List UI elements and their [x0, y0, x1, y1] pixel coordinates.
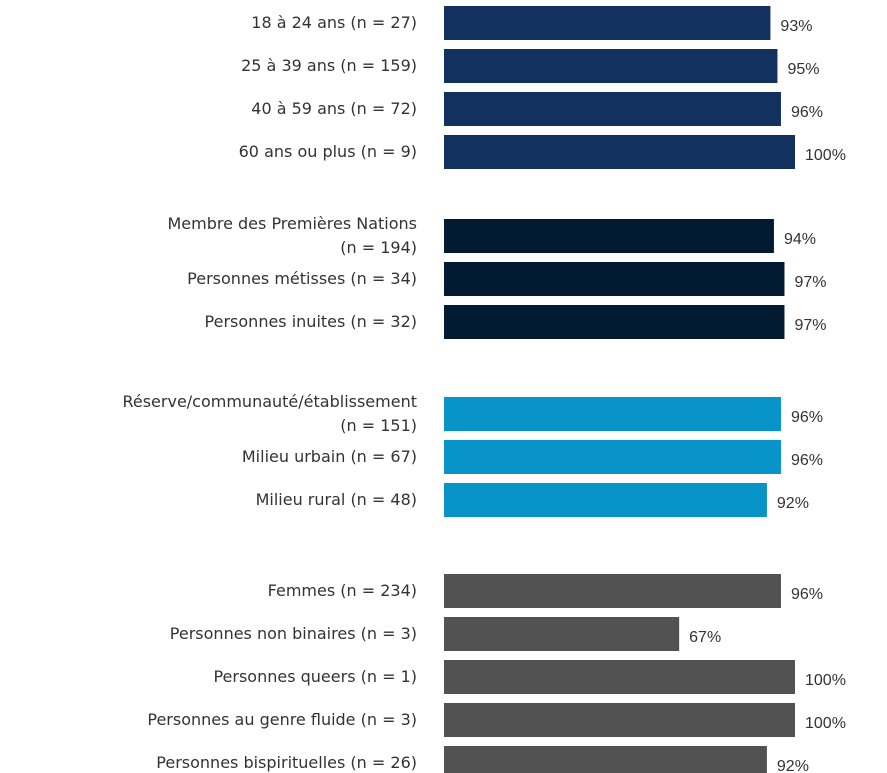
category-label: Milieu urbain (n = 67) — [241, 447, 417, 466]
bar — [444, 135, 795, 169]
category-label: Personnes queers (n = 1) — [213, 667, 417, 686]
bar — [444, 574, 781, 608]
category-label: Membre des Premières Nations (n = 194) — [167, 214, 417, 257]
value-label: 92% — [777, 758, 809, 773]
value-label: 100% — [805, 715, 846, 732]
value-label: 97% — [794, 317, 826, 334]
category-label: 40 à 59 ans (n = 72) — [251, 99, 417, 118]
category-label: Personnes inuites (n = 32) — [204, 312, 417, 331]
bar — [444, 49, 778, 83]
value-label: 67% — [689, 629, 721, 646]
category-label: Milieu rural (n = 48) — [255, 490, 417, 509]
category-label: 18 à 24 ans (n = 27) — [251, 13, 417, 32]
bar — [444, 305, 785, 339]
value-label: 94% — [784, 231, 816, 248]
category-label: Personnes non binaires (n = 3) — [169, 624, 417, 643]
value-label: 96% — [791, 104, 823, 121]
category-label: Personnes métisses (n = 34) — [187, 269, 417, 288]
bar — [444, 660, 795, 694]
bar — [444, 397, 781, 431]
value-label: 96% — [791, 452, 823, 469]
category-label: Réserve/communauté/établissement (n = 15… — [122, 392, 417, 435]
bar — [444, 483, 767, 517]
bar — [444, 617, 680, 651]
bar — [444, 703, 795, 737]
category-label: Femmes (n = 234) — [267, 581, 417, 600]
bar — [444, 262, 785, 296]
category-label: 25 à 39 ans (n = 159) — [241, 56, 417, 75]
bar — [444, 440, 781, 474]
value-label: 92% — [777, 495, 809, 512]
value-label: 97% — [794, 274, 826, 291]
value-label: 96% — [791, 586, 823, 603]
bar — [444, 92, 781, 126]
value-label: 100% — [805, 147, 846, 164]
category-label: Personnes bispirituelles (n = 26) — [156, 753, 417, 772]
value-label: 96% — [791, 409, 823, 426]
value-label: 95% — [787, 61, 819, 78]
bar — [444, 746, 767, 773]
category-label: Personnes au genre fluide (n = 3) — [147, 710, 417, 729]
bar — [444, 219, 774, 253]
bar — [444, 6, 771, 40]
value-label: 100% — [805, 672, 846, 689]
category-label: 60 ans ou plus (n = 9) — [238, 142, 417, 161]
value-label: 93% — [780, 18, 812, 35]
